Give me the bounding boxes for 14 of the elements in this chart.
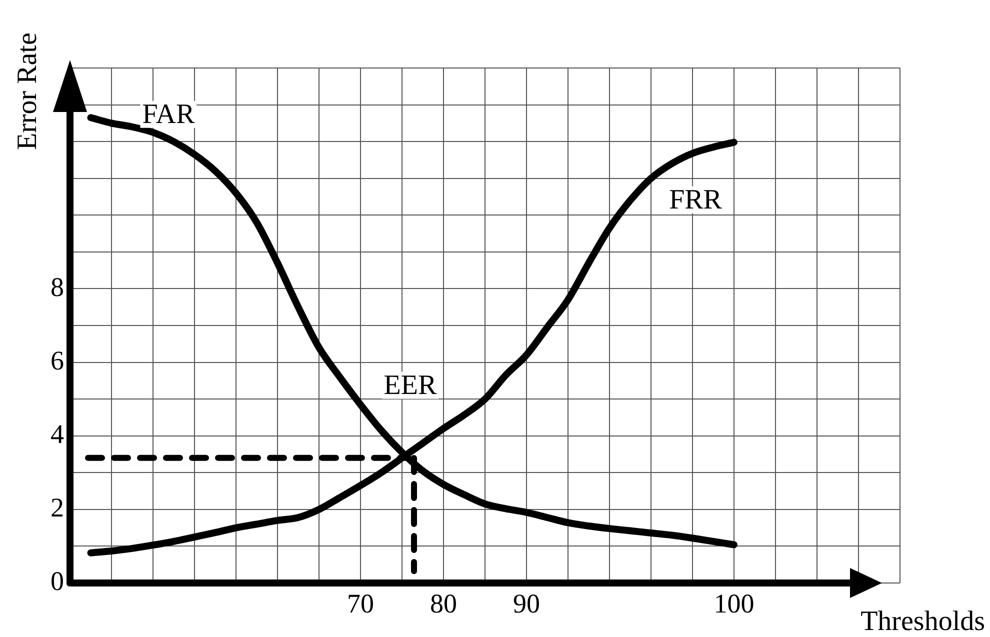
y-tick-label: 2 [50,492,64,523]
y-tick-label: 0 [50,566,64,596]
series-label: FAR [142,98,195,130]
y-tick-label: 8 [50,272,64,302]
x-tick-label: 90 [513,588,540,618]
annotation: EER [384,370,437,401]
x-tick-label: 70 [347,588,374,618]
y-tick-label: 4 [50,418,64,449]
y-axis-title: Error Rate [12,32,43,150]
x-tick-label: 100 [714,588,754,618]
y-tick-label: 6 [50,345,64,376]
x-axis-title: Thresholds [860,606,985,637]
series-label: FRR [669,184,722,216]
x-tick-label: 80 [430,588,457,618]
